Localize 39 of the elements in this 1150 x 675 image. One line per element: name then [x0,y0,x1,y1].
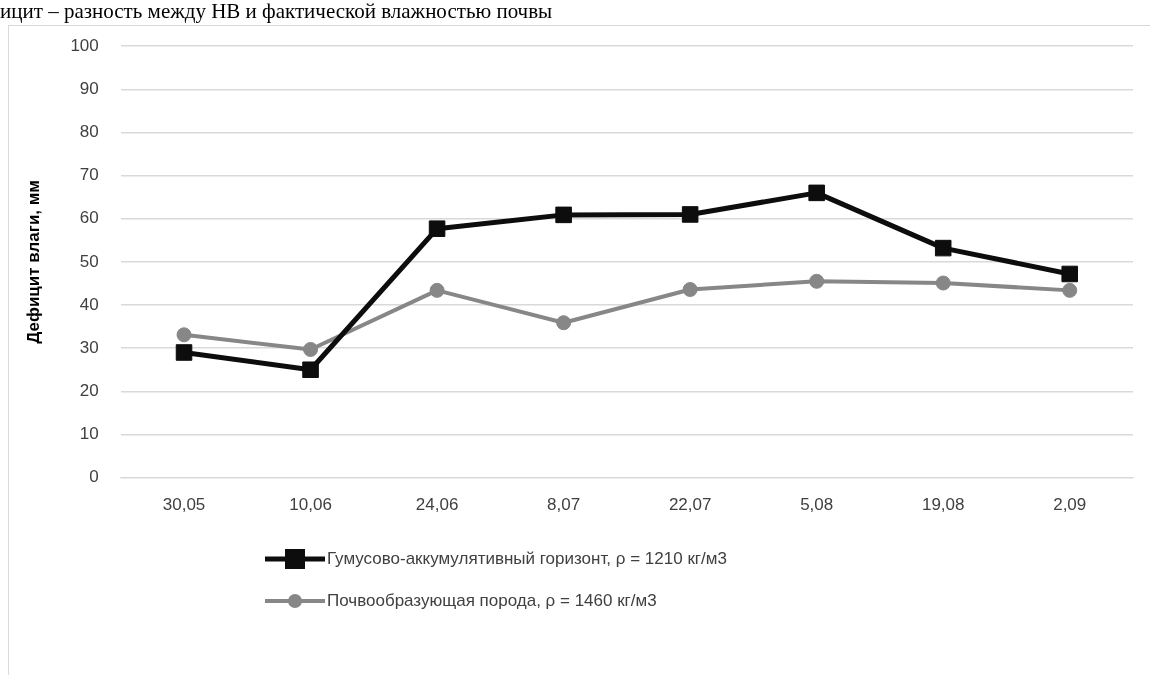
y-tick-label: 20 [79,381,99,401]
point [1062,282,1078,298]
y-tick-label: 0 [89,467,99,487]
point [808,184,825,202]
point [429,282,445,298]
y-tick-label: 50 [79,251,99,271]
x-tick-label: 2,09 [1053,495,1087,515]
point [175,344,193,361]
x-tick-label: 24,06 [415,495,459,515]
x-tick-label: 5,08 [800,495,834,515]
x-tick-label: 30,05 [162,495,206,515]
x-tick-label: 22,07 [668,495,712,515]
y-tick-label: 60 [79,208,99,228]
point [809,273,825,289]
y-tick-label: 80 [79,122,99,142]
y-tick-label: 10 [79,424,99,444]
point [681,206,699,223]
x-tick-label: 19,08 [921,495,965,515]
y-tick-label: 30 [79,337,99,357]
point [303,341,319,357]
text: ицит – разность между НВ и фактической влажностью почвы [0,0,553,23]
point [428,220,446,237]
point [556,315,572,331]
legend-label: Почвообразующая порода, ρ = 1460 кг/м3 [327,591,657,611]
point [555,206,572,224]
y-tick-label: 70 [79,165,99,185]
y-tick-label: 40 [79,294,99,314]
x-tick-label: 10,06 [289,495,332,515]
x-tick-label: 8,07 [547,495,581,515]
y-tick-label: 90 [79,79,99,99]
point [1061,265,1079,283]
point [934,239,952,257]
y-axis-title: Дефицит влаги, мм [23,180,43,344]
point [935,275,951,291]
point [302,361,319,379]
y-tick-label: 100 [70,35,99,55]
point [176,327,192,343]
point [682,282,698,298]
legend-label: Гумусово-аккумулятивный горизонт, ρ = 1210 кг/м3 [327,549,727,569]
